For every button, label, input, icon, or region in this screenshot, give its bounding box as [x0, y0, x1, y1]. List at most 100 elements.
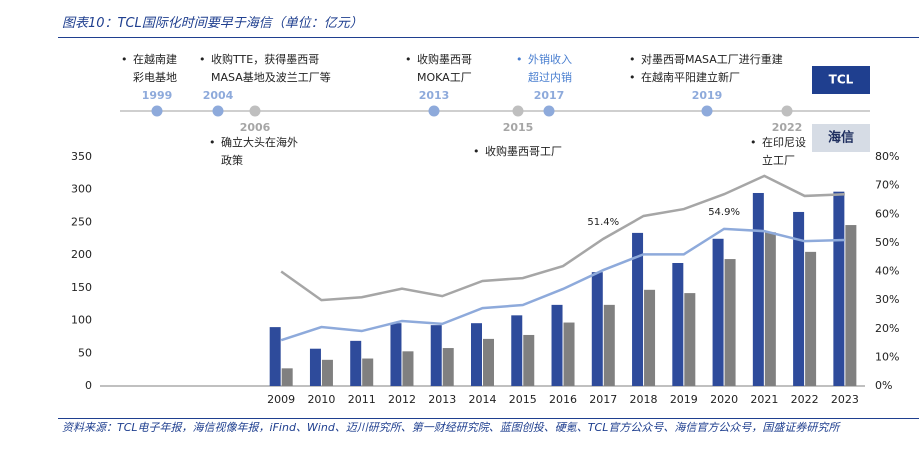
bar [471, 323, 482, 386]
bar [551, 304, 563, 386]
y-tick-label: 250 [71, 215, 92, 228]
event-text: 在越南平阳建立新厂 [641, 70, 740, 84]
event-text: 在印尼设 [762, 136, 806, 149]
x-tick-label: 2018 [630, 393, 658, 406]
x-tick-label: 2012 [388, 393, 416, 406]
bar [591, 272, 603, 386]
bar [402, 351, 414, 386]
bar [321, 359, 333, 386]
event-text: MOKA工厂 [417, 71, 472, 84]
x-tick-label: 2015 [509, 393, 537, 406]
footer-rule [58, 418, 919, 419]
bar [442, 348, 454, 386]
timeline-year: 2013 [419, 89, 450, 102]
y2-tick-label: 50% [875, 236, 899, 249]
bar [603, 304, 615, 386]
event-text: 在越南建 [133, 52, 177, 66]
timeline-year: 2019 [692, 89, 723, 102]
bar [511, 315, 523, 386]
x-tick-label: 2023 [831, 393, 859, 406]
bullet: • [209, 136, 216, 149]
value-label: 54.9% [708, 207, 740, 218]
y2-tick-label: 30% [875, 293, 899, 306]
event-text: 收购墨西哥 [417, 52, 472, 66]
event-text: 对墨西哥MASA工厂进行重建 [641, 52, 783, 66]
event-text: 彩电基地 [133, 71, 177, 84]
timeline-dot [212, 105, 224, 117]
event-text: 收购墨西哥工厂 [485, 144, 562, 158]
x-tick-label: 2019 [670, 393, 698, 406]
tcl-label: TCL [829, 73, 854, 87]
bar [644, 289, 656, 386]
event-text: 立工厂 [762, 153, 795, 167]
y-tick-label: 200 [71, 248, 92, 261]
timeline-year: 1999 [142, 89, 173, 102]
event-text: 收购TTE，获得墨西哥 [211, 52, 319, 66]
bullet: • [629, 53, 636, 66]
bar [724, 259, 736, 386]
x-tick-label: 2013 [428, 393, 456, 406]
bullet: • [473, 145, 480, 158]
bar [430, 325, 442, 386]
timeline-dot [543, 105, 555, 117]
bullet: • [121, 53, 128, 66]
y-tick-label: 50 [78, 346, 92, 359]
timeline-year: 2006 [240, 121, 271, 134]
y2-tick-label: 20% [875, 322, 899, 335]
timeline-dot [781, 105, 793, 117]
y-tick-label: 100 [71, 314, 92, 327]
bullet: • [199, 53, 206, 66]
y-tick-label: 150 [71, 281, 92, 294]
x-tick-label: 2021 [750, 393, 778, 406]
y2-tick-label: 70% [875, 179, 899, 192]
hisense-badge [812, 124, 870, 152]
tcl-badge [812, 66, 870, 94]
bar [805, 251, 817, 386]
y-tick-label: 300 [71, 183, 92, 196]
x-tick-label: 2014 [469, 393, 497, 406]
timeline-dot [428, 105, 440, 117]
y-tick-label: 350 [71, 150, 92, 163]
bullet: • [629, 71, 636, 84]
title: 图表10：TCL国际化时间要早于海信（单位：亿元） [62, 16, 363, 31]
bar [845, 225, 857, 386]
timeline-year: 2004 [203, 89, 234, 102]
event-text: 确立大头在海外 [221, 135, 298, 149]
timeline-dot [249, 105, 261, 117]
timeline-year: 2022 [772, 121, 803, 134]
bar [281, 368, 293, 386]
bar [362, 358, 374, 386]
value-label: 51.4% [587, 217, 619, 228]
line [280, 174, 845, 302]
y2-tick-label: 60% [875, 207, 899, 220]
bar [390, 323, 402, 386]
title-rule [58, 37, 919, 38]
bar [523, 334, 535, 386]
x-tick-label: 2009 [267, 393, 295, 406]
y2-tick-label: 10% [875, 350, 899, 363]
timeline-dot [701, 105, 713, 117]
x-tick-label: 2022 [791, 393, 819, 406]
bar [309, 348, 321, 386]
event-text: 外销收入 [528, 52, 572, 66]
bullet: • [516, 53, 523, 66]
x-tick-label: 2020 [710, 393, 738, 406]
timeline-dot [151, 105, 163, 117]
bar [350, 340, 362, 386]
bar [712, 238, 724, 386]
bar [563, 322, 575, 386]
x-tick-label: 2017 [589, 393, 617, 406]
event-text: MASA基地及波兰工厂等 [211, 70, 331, 84]
bar [483, 338, 494, 386]
y2-tick-label: 40% [875, 265, 899, 278]
line [280, 227, 845, 342]
event-text: 政策 [221, 153, 243, 167]
bullet: • [750, 136, 757, 149]
event-text: 超过内销 [528, 70, 572, 84]
timeline-year: 2015 [503, 121, 534, 134]
bar [793, 211, 805, 386]
timeline-year: 2017 [534, 89, 565, 102]
y2-tick-label: 80% [875, 150, 899, 163]
y-tick-label: 0 [85, 379, 92, 392]
